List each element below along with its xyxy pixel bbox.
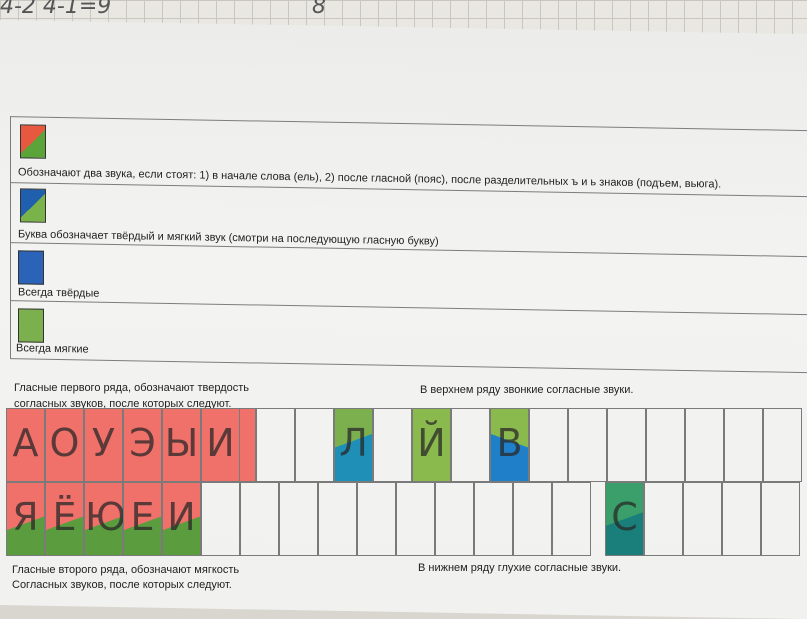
grid-cell: В	[490, 408, 529, 482]
grid-cell	[396, 482, 435, 556]
table-line	[10, 116, 807, 132]
legend-text-always-soft: Всегда мягкие	[16, 342, 89, 356]
consonant-l: Л	[339, 421, 368, 465]
consonant-v: В	[496, 421, 523, 465]
notebook-scribble-left: 4-2 4-1=9	[0, 0, 112, 19]
vowel-i-soft: И	[167, 495, 196, 539]
grid-cell: Й	[412, 408, 451, 482]
caption-vowels-first-row-line2: согласных звуков, после которых следуют.	[14, 398, 232, 410]
legend-text-hard-soft: Буква обозначает твёрдый и мягкий звук (…	[18, 228, 439, 248]
grid-cell	[529, 408, 568, 482]
grid-cell	[513, 482, 552, 556]
grid-cell	[201, 482, 240, 556]
consonant-j: Й	[417, 421, 446, 465]
grid-cell	[373, 408, 412, 482]
grid-cell	[722, 482, 761, 556]
vowel-e: Э	[129, 421, 156, 465]
grid-cell: Ё	[45, 482, 84, 556]
red-green-swatch	[20, 124, 46, 159]
vowel-o: О	[49, 421, 80, 465]
grid-cell: С	[605, 482, 644, 556]
caption-vowels-first-row-line1: Гласные первого ряда, обозначают твердос…	[14, 382, 250, 394]
caption-vowels-second-row-line1: Гласные второго ряда, обозначают мягкост…	[12, 564, 240, 576]
vowel-i: И	[206, 421, 235, 465]
grid-cell	[607, 408, 646, 482]
grid-cell	[644, 482, 683, 556]
caption-voiced-top-row: В верхнем ряду звонкие согласные звуки.	[420, 384, 634, 396]
grid-cell	[256, 408, 295, 482]
legend-text-always-hard: Всегда твёрдые	[18, 286, 100, 300]
grid-cell: У	[84, 408, 123, 482]
grid-cell	[724, 408, 763, 482]
table-line	[10, 300, 807, 316]
grid-cell: Е	[123, 482, 162, 556]
consonant-s: С	[611, 495, 638, 539]
grid-cell	[318, 482, 357, 556]
grid-cell	[568, 408, 607, 482]
grid-cell	[240, 482, 279, 556]
grid-cell	[357, 482, 396, 556]
table-left-border	[10, 116, 11, 359]
letters-grid: А О У Э Ы И Л Й В Я Ё Ю Е И С	[0, 408, 807, 560]
vowel-u: У	[91, 421, 116, 465]
vowel-a: А	[12, 421, 39, 465]
grid-cell	[451, 408, 490, 482]
table-line	[10, 358, 807, 374]
grid-cell	[685, 408, 724, 482]
grid-cell: Ы	[162, 408, 201, 482]
grid-cell	[240, 408, 256, 482]
grid-cell	[646, 408, 685, 482]
vowel-yo: Ё	[52, 495, 77, 539]
grid-cell: Я	[6, 482, 45, 556]
grid-cell: Ю	[84, 482, 127, 556]
grid-cell	[763, 408, 802, 482]
caption-vowels-second-row-line2: Согласных звуков, после которых следуют.	[12, 579, 232, 591]
notebook-scribble-right: 8	[312, 0, 326, 19]
grid-cell: А	[6, 408, 45, 482]
vowel-ye: Е	[130, 495, 155, 539]
grid-cell	[552, 482, 591, 556]
vowel-yu: Ю	[85, 495, 127, 539]
green-swatch	[18, 308, 44, 343]
caption-voiceless-bottom-row: В нижнем ряду глухие согласные звуки.	[418, 562, 622, 574]
vowel-ya: Я	[12, 495, 39, 539]
grid-cell	[683, 482, 722, 556]
legend-text-two-sounds: Обозначают два звука, если стоят: 1) в н…	[18, 166, 722, 191]
vowel-y: Ы	[164, 421, 199, 465]
grid-cell: Э	[123, 408, 162, 482]
grid-cell: Л	[334, 408, 373, 482]
blue-swatch	[18, 250, 44, 285]
blue-green-swatch	[20, 188, 46, 223]
grid-cell: И	[201, 408, 240, 482]
grid-cell	[761, 482, 800, 556]
grid-cell: О	[45, 408, 84, 482]
grid-cell: И	[162, 482, 201, 556]
grid-cell	[474, 482, 513, 556]
grid-cell	[435, 482, 474, 556]
grid-cell	[279, 482, 318, 556]
grid-cell	[295, 408, 334, 482]
